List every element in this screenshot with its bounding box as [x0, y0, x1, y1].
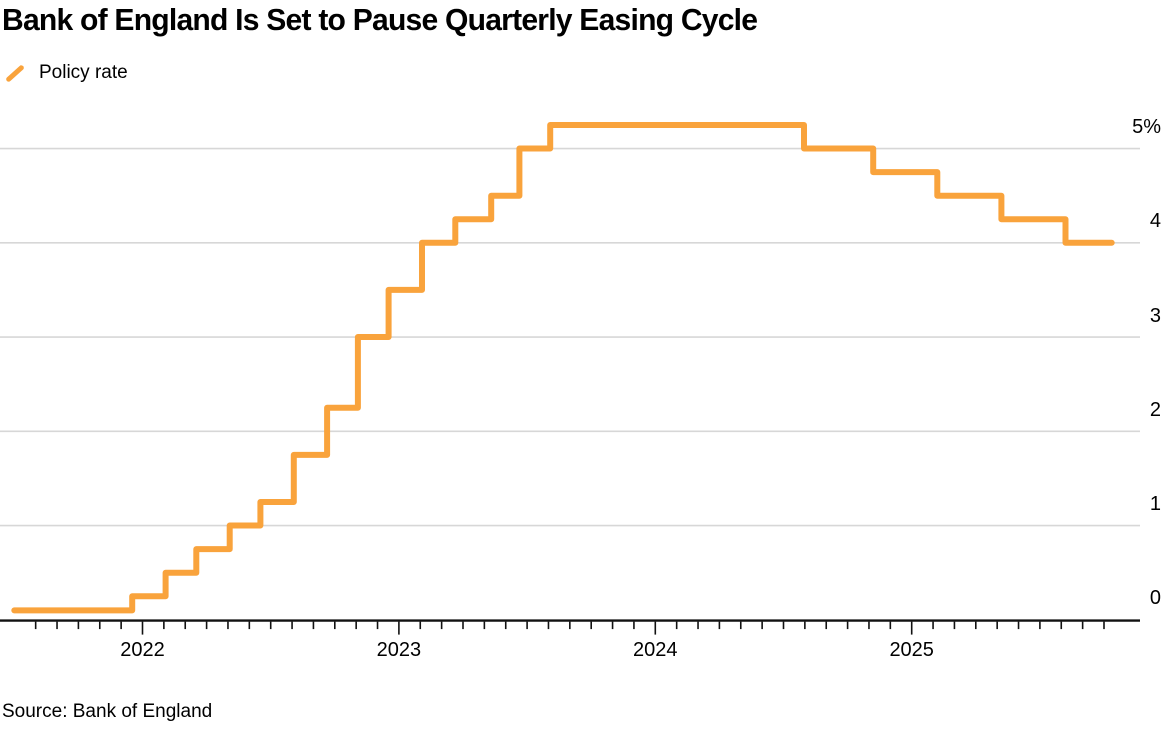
- legend: Policy rate: [4, 59, 128, 87]
- y-axis-label-5: 5%: [1132, 116, 1161, 139]
- x-axis-label-2023: 2023: [376, 639, 422, 661]
- x-axis-label-2022: 2022: [120, 639, 165, 661]
- y-axis-label-4: 4: [1149, 210, 1161, 233]
- y-axis-label-3: 3: [1149, 304, 1161, 327]
- chart-title: Bank of England Is Set to Pause Quarterl…: [2, 2, 758, 37]
- legend-label: Policy rate: [39, 62, 128, 83]
- y-axis-label-0: 0: [1149, 587, 1161, 610]
- policy-rate-line: [11, 122, 1115, 614]
- x-axis-label-2024: 2024: [633, 639, 678, 661]
- x-axis-label-2025: 2025: [889, 639, 934, 661]
- y-axis-label-2: 2: [1149, 398, 1161, 421]
- source-note: Source: Bank of England: [2, 701, 213, 722]
- y-axis-label-1: 1: [1149, 493, 1161, 516]
